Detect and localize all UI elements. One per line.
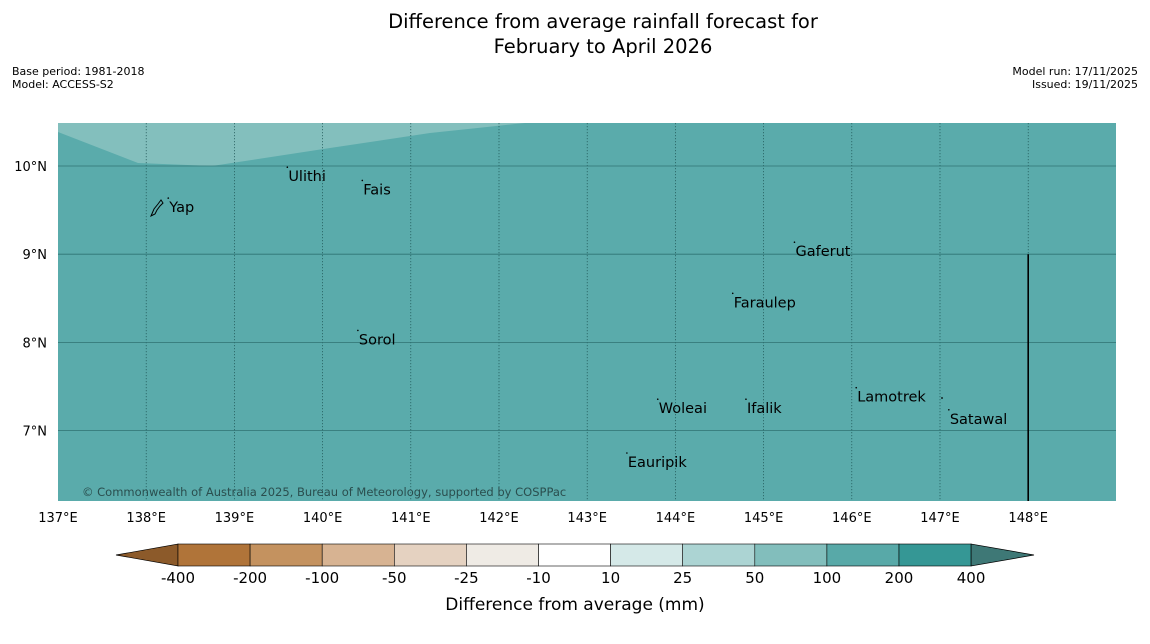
map-axes: 137°E 138°E 139°E 140°E 141°E 142°E 143°E 144°E… bbox=[14, 160, 1048, 526]
map-area[interactable]: Yap Ulithi Fais Gaferut Faraulep Sorol Lamotre… bbox=[58, 123, 1116, 501]
place-label-eauripik: Eauripik bbox=[628, 455, 687, 471]
place-marker bbox=[656, 398, 659, 400]
lon-tick-label: 144°E bbox=[656, 511, 696, 526]
lon-tick-label: 137°E bbox=[38, 511, 78, 526]
issued-date: Issued: 19/11/2025 bbox=[1031, 78, 1138, 91]
lon-tick-label: 145°E bbox=[744, 511, 784, 526]
lon-tick-label: 140°E bbox=[303, 511, 343, 526]
graticule bbox=[58, 123, 1116, 501]
lat-tick-label: 8°N bbox=[23, 336, 48, 351]
place-label-fais: Fais bbox=[363, 182, 390, 198]
colorbar-tick-label: -50 bbox=[382, 569, 407, 587]
model-name: Model: ACCESS-S2 bbox=[12, 78, 114, 91]
place-marker bbox=[357, 329, 359, 332]
place-label-ifalik: Ifalik bbox=[747, 401, 782, 417]
place-label-ulithi: Ulithi bbox=[288, 169, 326, 185]
place-marker bbox=[855, 386, 858, 389]
place-label-yap: Yap bbox=[168, 200, 194, 216]
colorbar-segment bbox=[898, 543, 972, 567]
place-label-faraulep: Faraulep bbox=[734, 295, 796, 311]
lat-tick-label: 10°N bbox=[14, 160, 47, 175]
colorbar-segment bbox=[682, 543, 756, 567]
place-marker bbox=[361, 179, 364, 182]
colorbar-tick-label: 200 bbox=[885, 569, 914, 587]
lon-tick-label: 148°E bbox=[1008, 511, 1048, 526]
colorbar-tick-label: 25 bbox=[673, 569, 692, 587]
lat-tick-label: 7°N bbox=[23, 425, 48, 440]
colorbar-segment bbox=[393, 543, 467, 567]
colorbar-extend-high bbox=[970, 543, 1035, 567]
colorbar: Difference from average (mm) -400 -200 -10… bbox=[115, 543, 1035, 615]
place-marker bbox=[167, 197, 170, 199]
colorbar-segment bbox=[177, 543, 251, 567]
lon-tick-label: 138°E bbox=[126, 511, 166, 526]
meta-right: Model run: 17/11/2025 Issued: 19/11/2025 bbox=[1012, 65, 1138, 91]
yap-island-outline bbox=[150, 199, 164, 218]
colorbar-segment bbox=[321, 543, 395, 567]
lon-tick-label: 147°E bbox=[920, 511, 960, 526]
colorbar-segment bbox=[249, 543, 323, 567]
colorbar-tick-label: -200 bbox=[233, 569, 267, 587]
place-marker bbox=[941, 397, 943, 399]
place-marker bbox=[793, 241, 796, 243]
colorbar-title: Difference from average (mm) bbox=[445, 595, 704, 615]
colorbar-tick-label: -400 bbox=[161, 569, 195, 587]
place-label-sorol: Sorol bbox=[359, 332, 396, 348]
colorbar-segment bbox=[826, 543, 900, 567]
base-period: Base period: 1981-2018 bbox=[12, 65, 145, 78]
upper-anomaly-region bbox=[58, 123, 525, 166]
title-line-1: Difference from average rainfall forecas… bbox=[388, 10, 818, 33]
colorbar-tick-label: 50 bbox=[745, 569, 764, 587]
colorbar-extend-low bbox=[115, 543, 179, 567]
lon-tick-label: 143°E bbox=[567, 511, 607, 526]
lon-tick-label: 139°E bbox=[215, 511, 255, 526]
colorbar-tick-label: 10 bbox=[601, 569, 620, 587]
place-marker bbox=[286, 166, 289, 169]
colorbar-segment bbox=[466, 543, 539, 567]
colorbar-tick-label: -10 bbox=[526, 569, 551, 587]
lon-tick-label: 142°E bbox=[479, 511, 519, 526]
model-run: Model run: 17/11/2025 bbox=[1012, 65, 1138, 78]
meta-left: Base period: 1981-2018 Model: ACCESS-S2 bbox=[12, 65, 144, 91]
place-marker bbox=[948, 408, 950, 411]
chart-title: Difference from average rainfall forecas… bbox=[0, 9, 1150, 59]
title-line-2: February to April 2026 bbox=[493, 35, 713, 58]
copyright-text: © Commonwealth of Australia 2025, Bureau… bbox=[82, 485, 566, 499]
place-marker bbox=[626, 452, 628, 454]
place-label-lamotrek: Lamotrek bbox=[857, 390, 926, 406]
colorbar-segment bbox=[538, 543, 611, 567]
place-labels: Yap Ulithi Fais Gaferut Faraulep Sorol Lamotre… bbox=[167, 166, 1007, 471]
lon-tick-label: 146°E bbox=[832, 511, 872, 526]
colorbar-tick-label: 100 bbox=[813, 569, 842, 587]
colorbar-segment bbox=[610, 543, 683, 567]
colorbar-tick-label: -25 bbox=[454, 569, 479, 587]
colorbar-segment bbox=[754, 543, 828, 567]
lon-tick-label: 141°E bbox=[391, 511, 431, 526]
place-label-woleai: Woleai bbox=[659, 401, 707, 417]
place-label-gaferut: Gaferut bbox=[795, 244, 850, 260]
place-label-satawal: Satawal bbox=[950, 412, 1007, 428]
colorbar-tick-label: -100 bbox=[305, 569, 339, 587]
colorbar-tick-label: 400 bbox=[957, 569, 986, 587]
place-marker bbox=[745, 398, 747, 400]
place-marker bbox=[731, 292, 734, 295]
lat-tick-label: 9°N bbox=[23, 248, 48, 263]
